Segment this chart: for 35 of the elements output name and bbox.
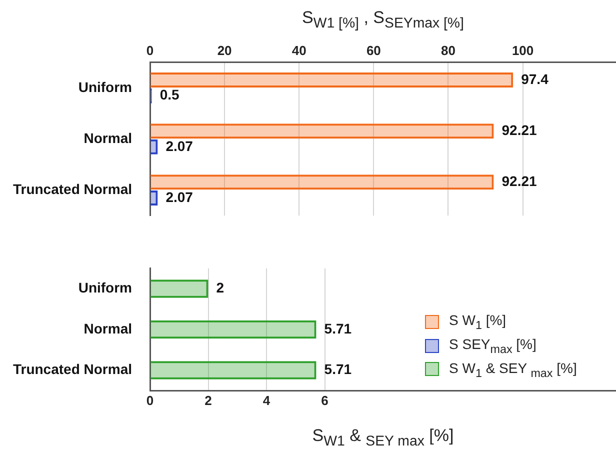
y-tick-label: Truncated Normal [12,361,132,378]
bar [150,72,514,88]
x-axis-title: S$_{W1}$ & $_{SEY max}$ [%] [311,425,455,452]
legend-label: S W$_{1}$ [%] [449,312,506,332]
data-label: 2.07 [166,188,194,205]
x2-tick-label: 40 [292,43,306,58]
legend-label: S W$_{1}$ & SEY $_{max}$ [%] [449,360,577,380]
data-label: 5.71 [324,320,352,336]
x-tick-label: 0 [146,392,154,408]
bar [150,124,494,139]
y-tick-label: Uniform [78,78,132,95]
data-label: 2.07 [166,138,194,154]
data-label: 92.21 [502,122,538,138]
bar [150,174,494,190]
bar [150,190,158,206]
data-label: 97.4 [521,70,549,87]
x-tick-label: 6 [321,392,328,408]
legend-label: S SEY$_{max}$ [%] [449,336,536,356]
y-tick-label: Normal [84,130,132,146]
x2-tick-label: 100 [512,43,534,58]
x-tick-label: 4 [262,392,271,408]
data-label: 0.5 [160,86,180,103]
y-tick-label: Uniform [78,280,132,296]
y-tick-label: Normal [84,320,132,336]
x2-tick-label: 20 [217,43,232,58]
x2-tick-label: 60 [366,43,381,58]
x-tick-label: 2 [204,392,212,408]
data-label: 5.71 [324,361,352,378]
data-label: 2 [216,280,224,296]
bar [150,139,158,154]
x2-axis-title: S$_{W1 [%]}$ , S$_{SEYmax [%]}$ [301,7,465,34]
data-label: 92.21 [502,173,538,190]
x2-tick-label: 0 [146,43,154,58]
y-tick-label: Truncated Normal [12,180,132,197]
x2-tick-label: 80 [441,43,456,58]
